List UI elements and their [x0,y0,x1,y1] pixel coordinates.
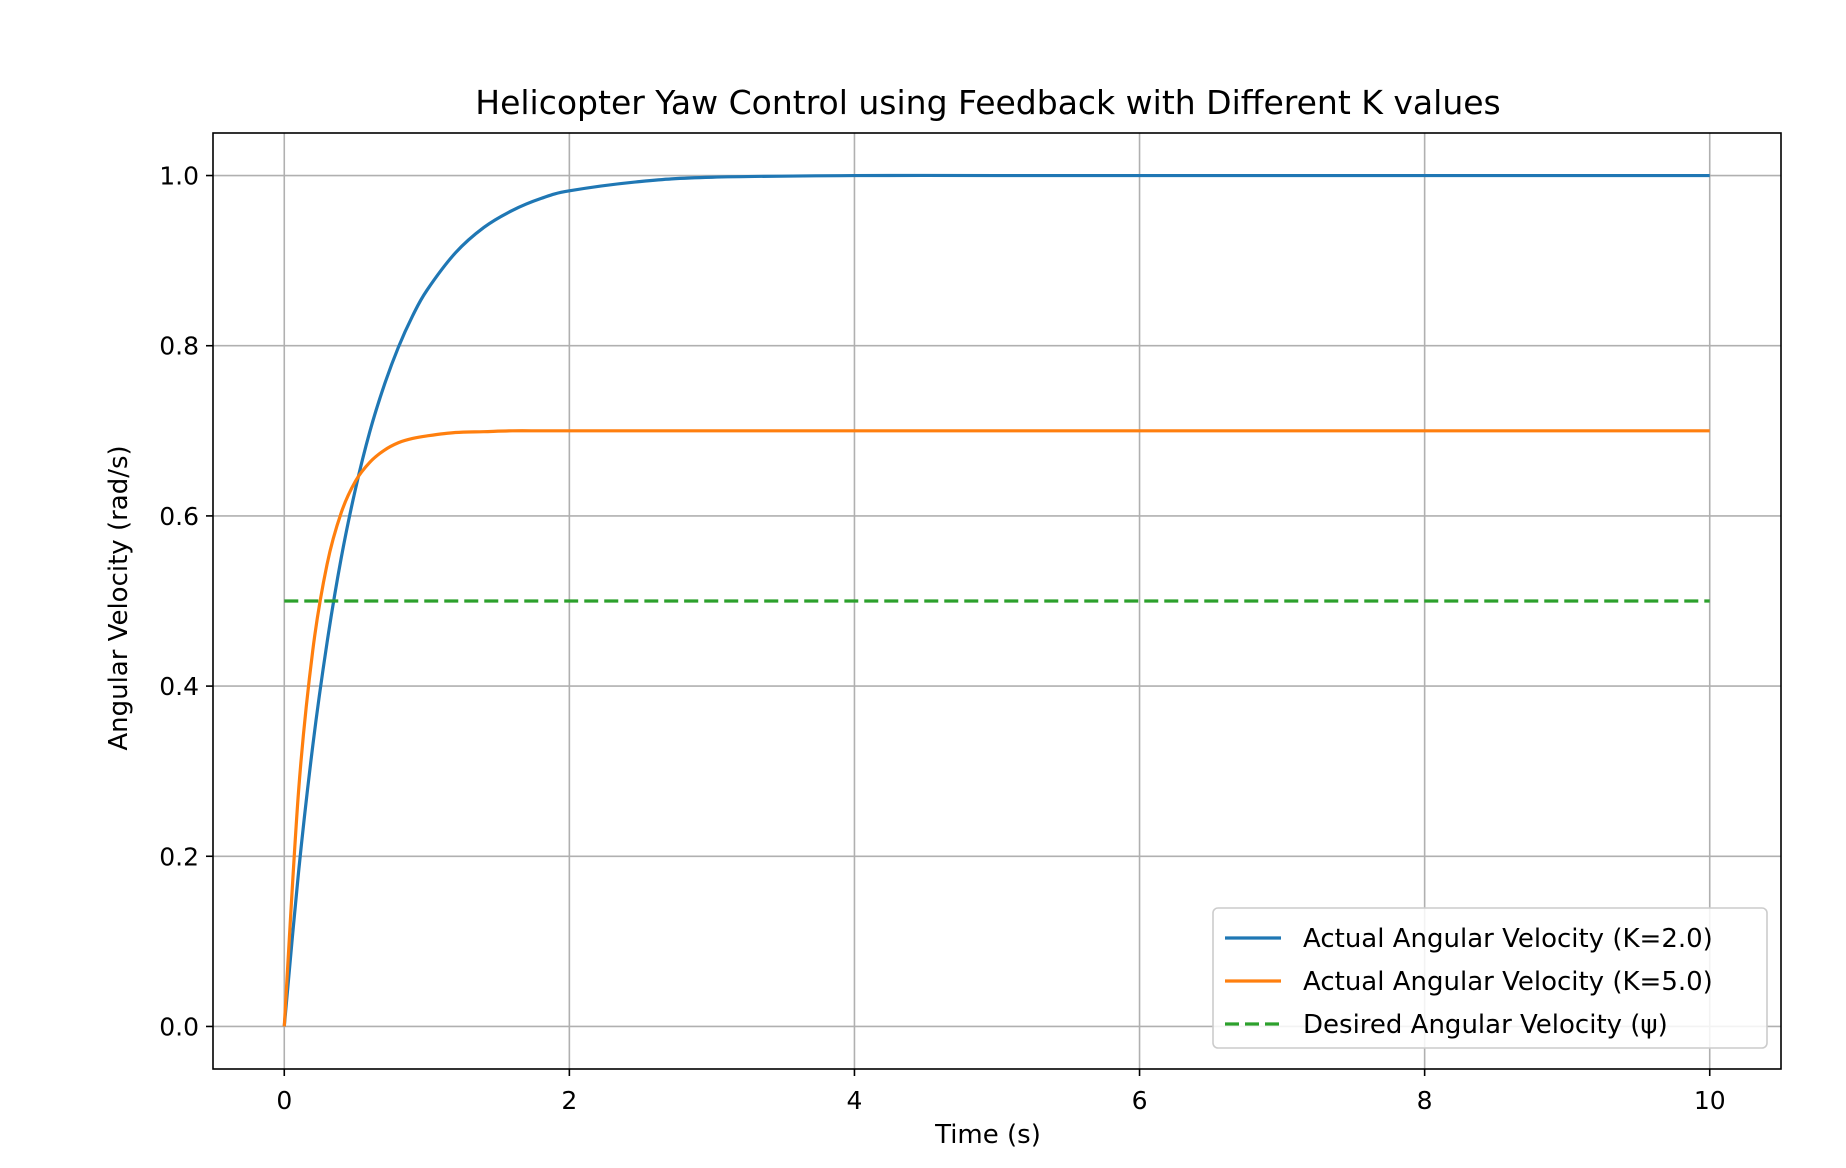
y-tick-label: 0.2 [159,842,199,871]
axis-ticks: 0 2 4 6 8 10 0.0 0.2 0.4 0.6 0.8 1.0 [159,162,1725,1115]
chart-title: Helicopter Yaw Control using Feedback wi… [475,83,1500,122]
series-lines [282,173,1710,1027]
legend: Actual Angular Velocity (K=2.0) Actual An… [1212,907,1768,1049]
y-tick-label: 0.6 [159,502,199,531]
x-tick-label: 10 [1694,1086,1726,1115]
x-tick-label: 2 [561,1086,577,1115]
x-tick-label: 6 [1132,1086,1148,1115]
x-tick-label: 0 [276,1086,292,1115]
legend-entry-label: Actual Angular Velocity (K=5.0) [1303,967,1713,997]
x-axis-label: Time (s) [934,1120,1041,1150]
x-tick-label: 4 [847,1086,863,1115]
y-tick-label: 1.0 [159,162,199,191]
legend-box [1212,907,1768,1049]
y-axis-label: Angular Velocity (rad/s) [104,445,134,750]
legend-entry-label: Actual Angular Velocity (K=2.0) [1303,924,1713,954]
plot-frame [212,132,1782,1070]
x-tick-label: 8 [1417,1086,1433,1115]
legend-entry-label: Desired Angular Velocity (ψ) [1303,1010,1668,1040]
y-tick-label: 0.4 [159,672,199,701]
y-tick-label: 0.8 [159,332,199,361]
y-tick-label: 0.0 [159,1012,199,1041]
series-line-2 [282,429,1710,1027]
